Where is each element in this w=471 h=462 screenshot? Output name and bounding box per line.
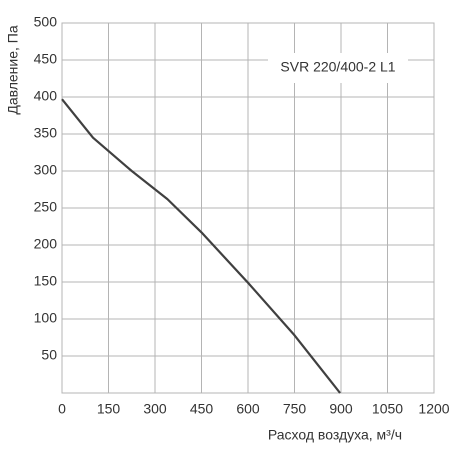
y-tick-label: 250 [34,199,58,215]
y-tick-label: 100 [34,310,58,326]
y-tick-label: 400 [34,88,58,104]
x-tick-label: 1050 [372,401,403,417]
x-tick-label: 1200 [418,401,449,417]
x-tick-label: 750 [283,401,307,417]
y-tick-label: 150 [34,273,58,289]
y-tick-label: 500 [34,14,58,30]
x-axis-label: Расход воздуха, м³/ч [268,427,402,443]
annotation-box [268,53,408,83]
y-axis-label: Давление, Па [5,25,21,115]
x-tick-label: 150 [97,401,121,417]
y-tick-label: 350 [34,125,58,141]
y-tick-label: 200 [34,236,58,252]
annotation: SVR 220/400-2 L1 [280,59,395,75]
x-tick-label: 900 [329,401,353,417]
plot-frame [61,22,435,394]
y-tick-label: 50 [41,347,57,363]
x-tick-label: 300 [143,401,167,417]
x-tick-label: 450 [190,401,214,417]
x-tick-label: 600 [236,401,260,417]
y-tick-label: 450 [34,51,58,67]
y-tick-label: 300 [34,162,58,178]
curve [61,98,341,394]
x-tick-label: 0 [58,401,66,417]
